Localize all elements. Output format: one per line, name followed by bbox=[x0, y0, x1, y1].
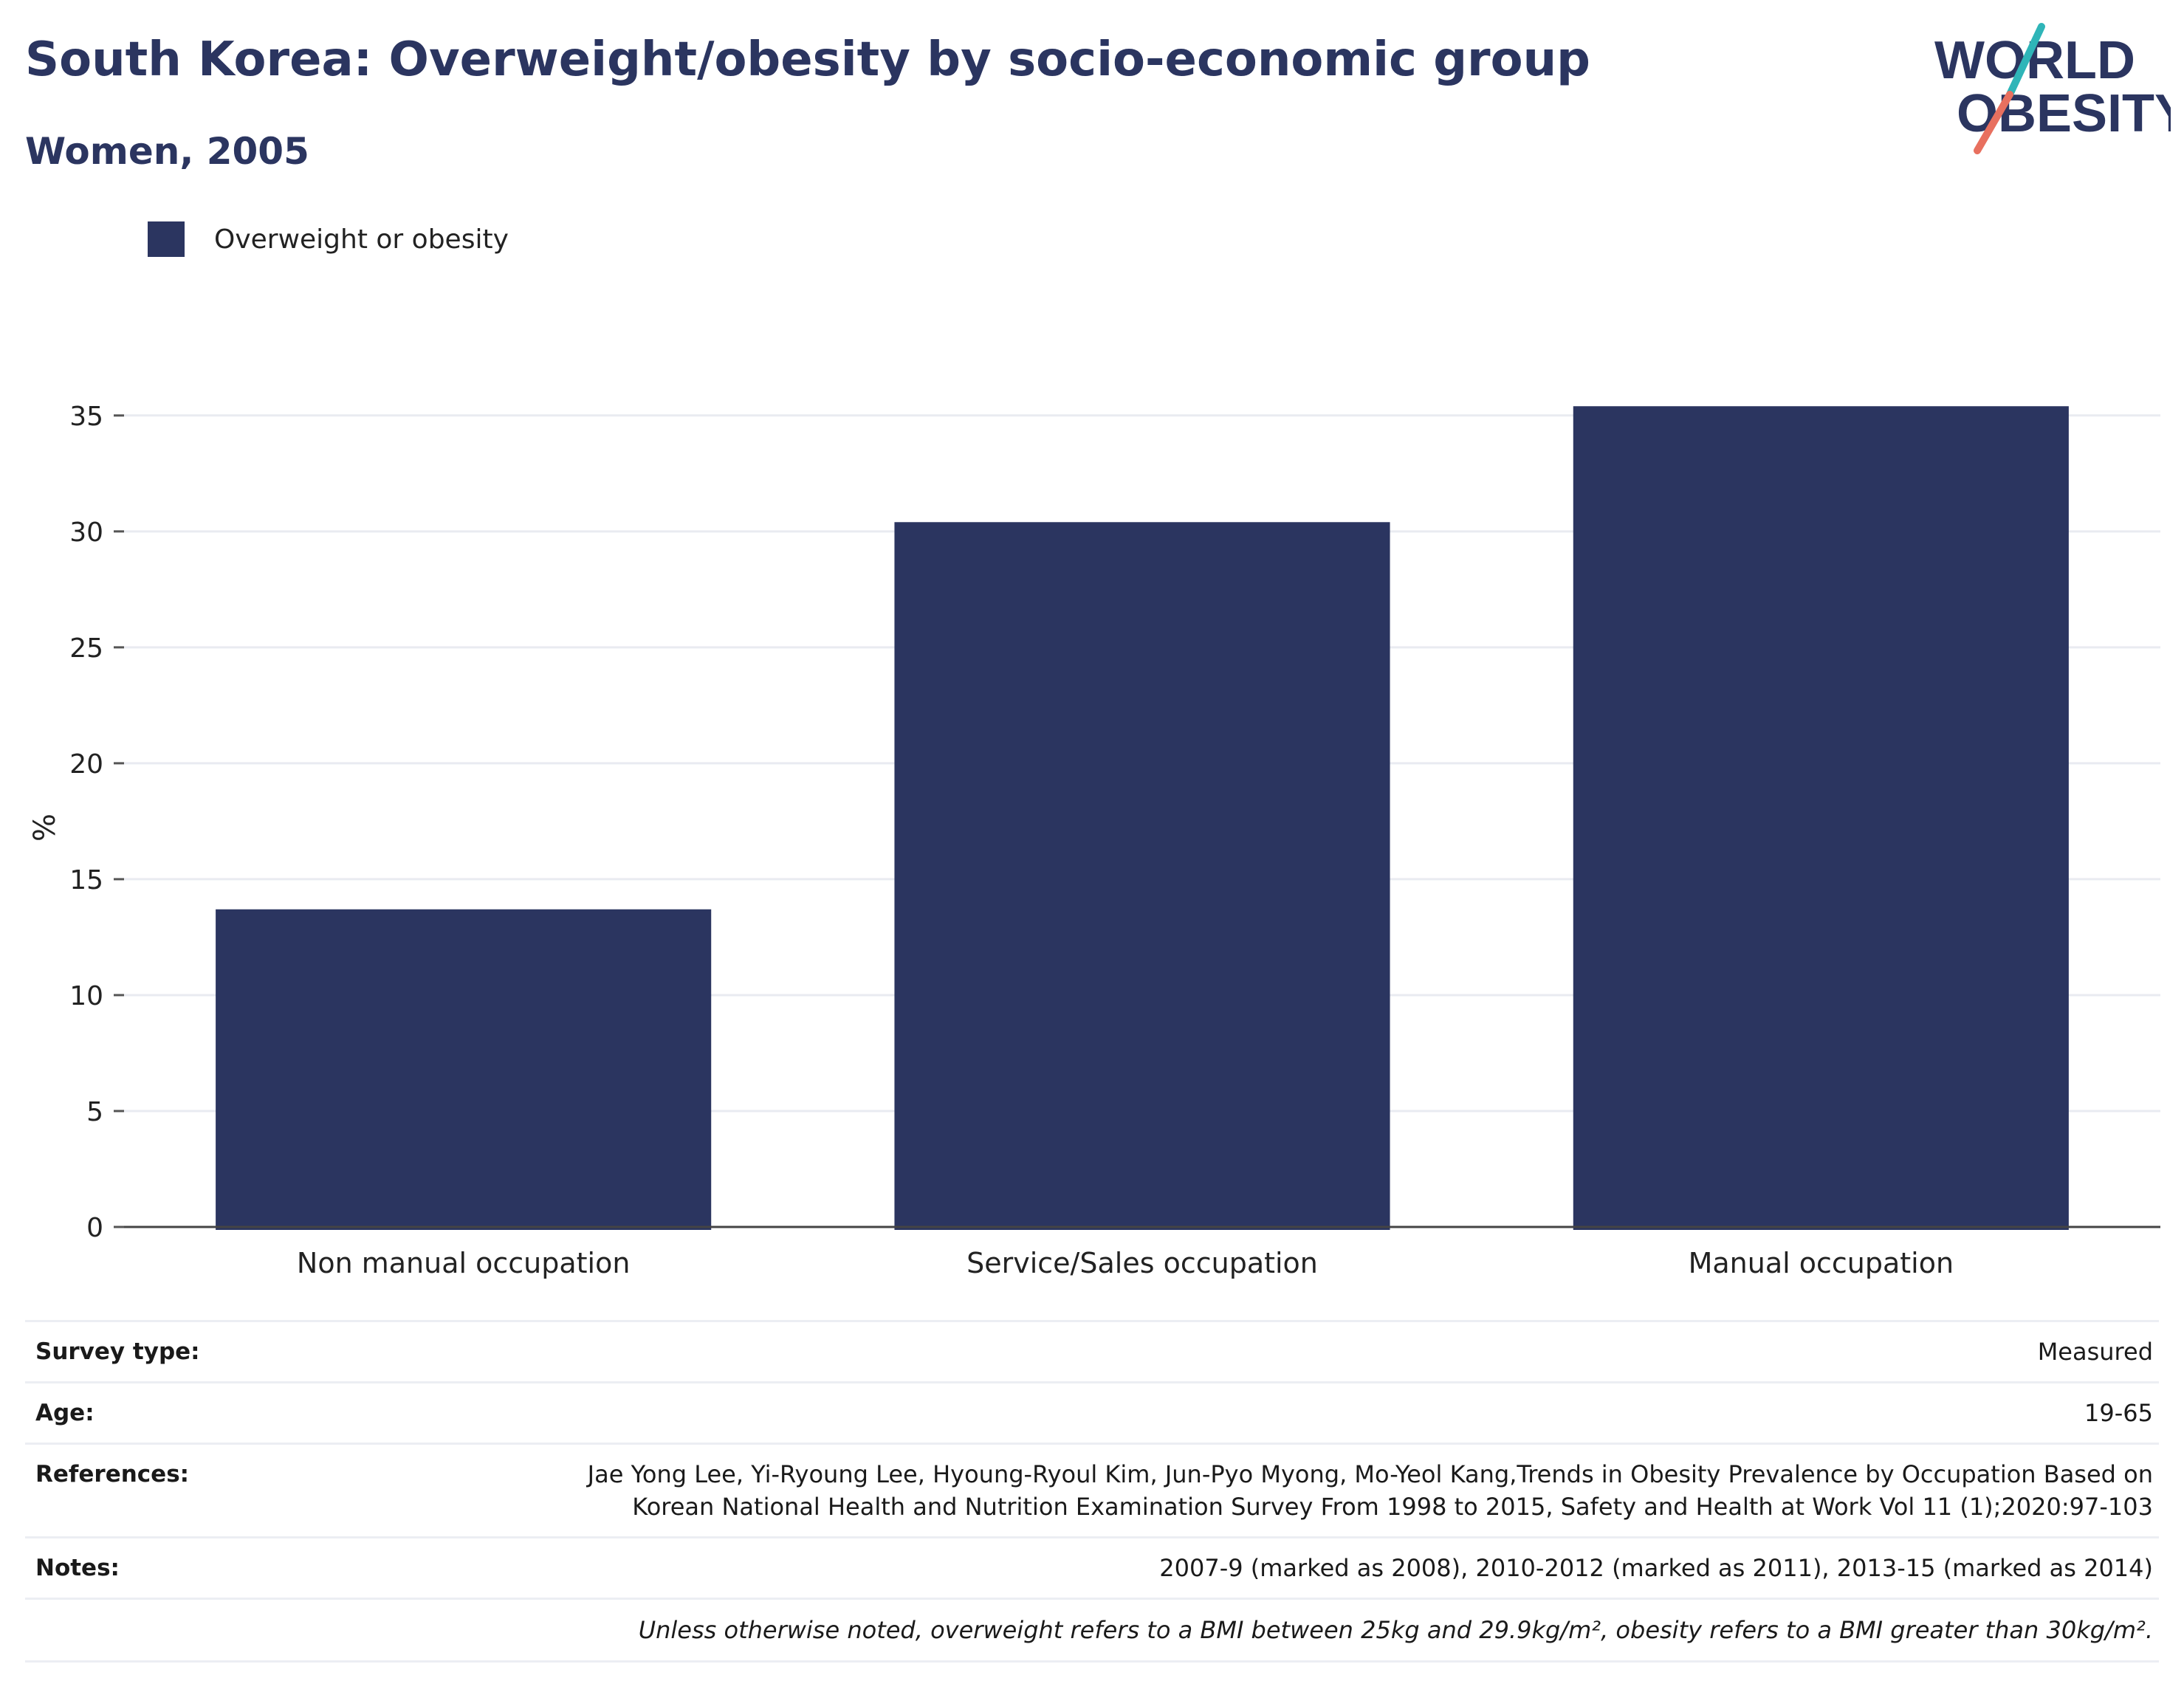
y-tick-label: 30 bbox=[69, 518, 103, 548]
age-label: Age: bbox=[35, 1400, 95, 1426]
x-tick-label: Non manual occupation bbox=[297, 1247, 631, 1279]
logo-slash-bottom bbox=[1974, 91, 2013, 154]
info-row-notes: Notes: 2007-9 (marked as 2008), 2010-201… bbox=[25, 1536, 2159, 1598]
footnote: Unless otherwise noted, overweight refer… bbox=[638, 1616, 2153, 1644]
logo-line2: OBESITY bbox=[1957, 84, 2171, 143]
logo-slash-top bbox=[2006, 23, 2045, 98]
y-tick-label: 0 bbox=[86, 1213, 103, 1243]
y-tick-label: 20 bbox=[69, 749, 103, 780]
notes-label: Notes: bbox=[35, 1555, 120, 1581]
x-tick-label: Manual occupation bbox=[1689, 1247, 1954, 1279]
y-tick-label: 10 bbox=[69, 981, 103, 1011]
references-line1: Jae Yong Lee, Yi-Ryoung Lee, Hyoung-Ryou… bbox=[587, 1460, 2153, 1488]
y-tick-label: 15 bbox=[69, 865, 103, 895]
legend-label: Overweight or obesity bbox=[214, 224, 509, 255]
world-obesity-logo: WORLD OBESITY bbox=[1934, 23, 2171, 154]
age-value: 19-65 bbox=[2084, 1399, 2153, 1427]
x-tick-label: Service/Sales occupation bbox=[966, 1247, 1318, 1279]
chart-title: South Korea: Overweight/obesity by socio… bbox=[25, 32, 1590, 87]
info-row-age: Age: 19-65 bbox=[25, 1381, 2159, 1443]
bar-1 bbox=[216, 909, 712, 1230]
info-row-survey-type: Survey type: Measured bbox=[25, 1320, 2159, 1381]
info-row-references: References: Jae Yong Lee, Yi-Ryoung Lee,… bbox=[25, 1443, 2159, 1536]
notes-value: 2007-9 (marked as 2008), 2010-2012 (mark… bbox=[1159, 1554, 2153, 1582]
y-axis-label: % bbox=[28, 814, 62, 842]
bar-2 bbox=[894, 522, 1390, 1230]
references-line2: Korean National Health and Nutrition Exa… bbox=[632, 1493, 2153, 1521]
bar-chart: 0 5 10 15 20 25 30 35% Non manual occupation Serv… bbox=[28, 402, 2160, 1279]
chart-subtitle: Women, 2005 bbox=[25, 130, 309, 173]
survey-type-label: Survey type: bbox=[35, 1338, 200, 1365]
references-label: References: bbox=[35, 1461, 190, 1488]
y-tick-label: 35 bbox=[69, 402, 103, 432]
legend: Overweight or obesity bbox=[148, 221, 509, 257]
y-tick-label: 5 bbox=[86, 1097, 103, 1127]
survey-type-value: Measured bbox=[2037, 1338, 2153, 1366]
references-value: Jae Yong Lee, Yi-Ryoung Lee, Hyoung-Ryou… bbox=[588, 1458, 2159, 1523]
bar-3 bbox=[1573, 406, 2069, 1230]
y-tick-label: 25 bbox=[69, 633, 103, 664]
legend-swatch bbox=[148, 221, 185, 257]
info-row-footnote: Unless otherwise noted, overweight refer… bbox=[25, 1598, 2159, 1663]
info-table: Survey type: Measured Age: 19-65 Referen… bbox=[25, 1320, 2159, 1663]
